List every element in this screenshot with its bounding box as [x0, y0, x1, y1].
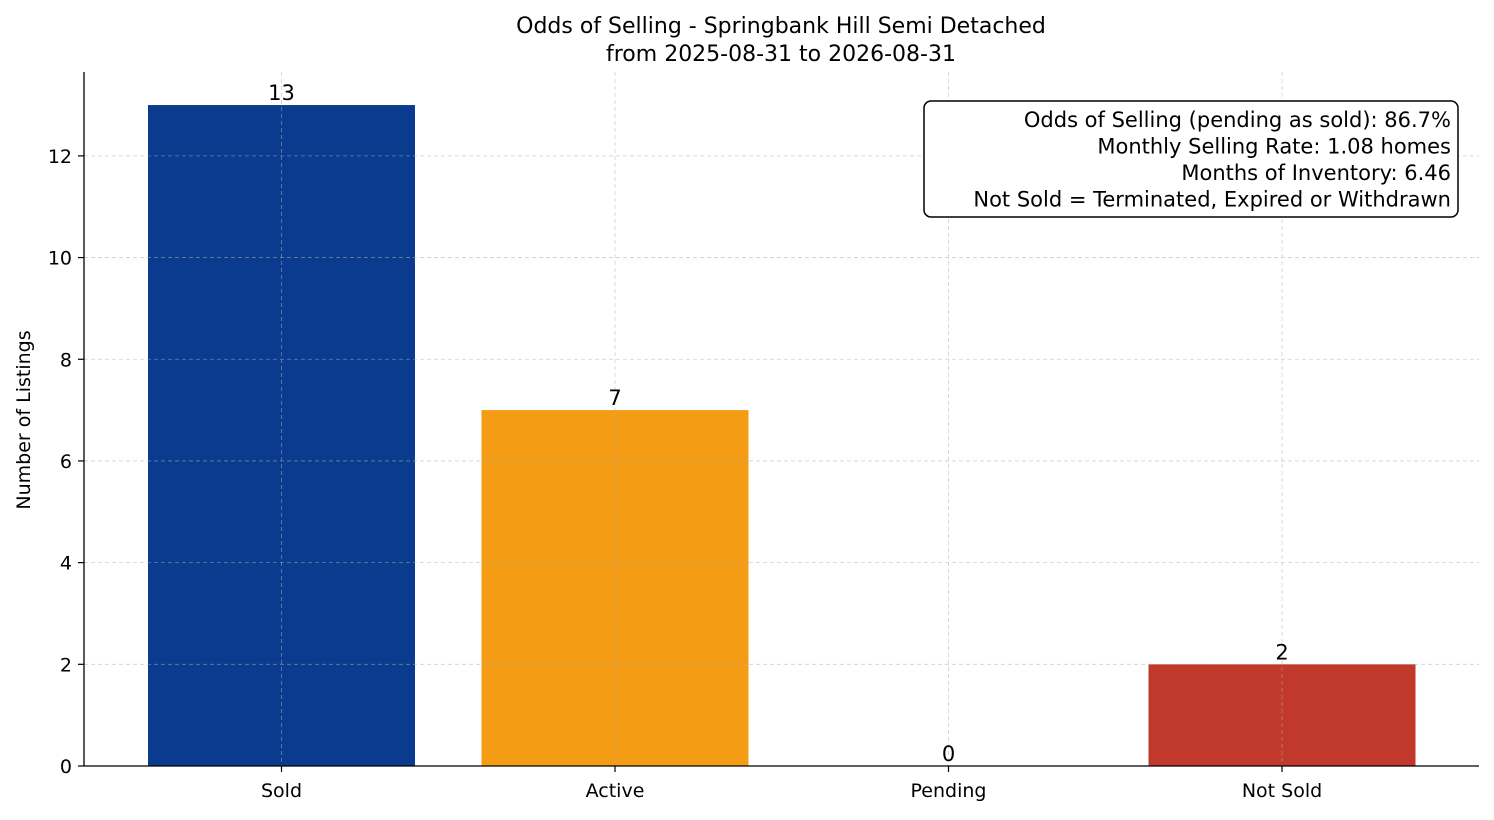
y-tick-label: 0 [60, 756, 72, 778]
x-tick-label: Pending [911, 780, 987, 802]
bar-value-label: 13 [268, 81, 295, 105]
info-box-frame [923, 100, 1459, 218]
info-box-line: Odds of Selling (pending as sold): 86.7% [1024, 108, 1451, 132]
info-box-line: Months of Inventory: 6.46 [1181, 161, 1451, 185]
x-tick-label: Sold [261, 780, 302, 802]
chart-title-line-1: Odds of Selling - Springbank Hill Semi D… [516, 14, 1046, 39]
axes [78, 72, 1479, 772]
info-box: Odds of Selling (pending as sold): 86.7%… [923, 100, 1459, 218]
bar-sold [148, 105, 415, 767]
y-tick-label: 6 [60, 451, 72, 473]
labels: 0 2 4 6 8 10 12 Sold Active Pending Not Sold 13 7 0 2 [48, 81, 1322, 802]
x-tick-label: Not Sold [1242, 780, 1322, 802]
chart-title-line-2: from 2025-08-31 to 2026-08-31 [606, 42, 956, 67]
bar-value-label: 2 [1275, 640, 1288, 664]
bar-value-label: 0 [942, 742, 955, 766]
y-tick-label: 2 [60, 654, 72, 676]
info-box-line: Not Sold = Terminated, Expired or Withdr… [973, 188, 1451, 212]
y-axis-label: Number of Listings [13, 330, 35, 509]
y-tick-label: 4 [60, 553, 72, 575]
bar-value-label: 7 [608, 386, 621, 410]
x-tick-label: Active [586, 780, 645, 802]
y-tick-label: 8 [60, 349, 72, 371]
y-tick-label: 12 [48, 146, 72, 168]
bar-not-sold [1148, 664, 1416, 766]
bar-active [481, 410, 749, 766]
info-box-line: Monthly Selling Rate: 1.08 homes [1097, 135, 1451, 159]
y-tick-label: 10 [48, 248, 72, 270]
